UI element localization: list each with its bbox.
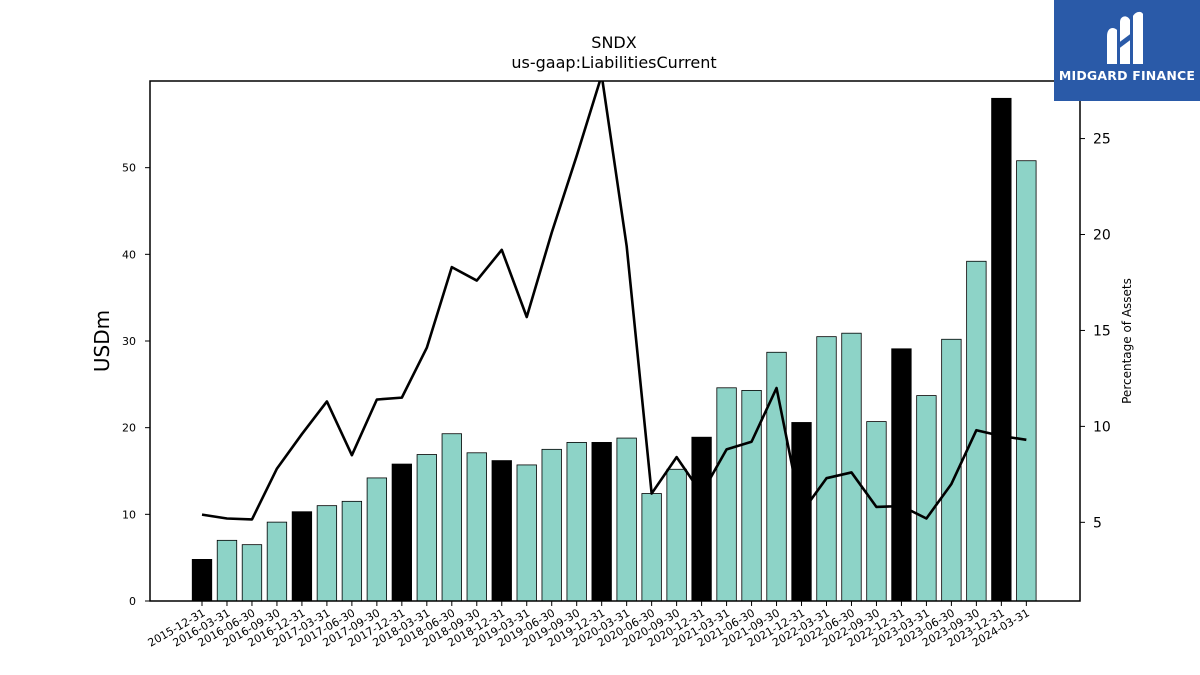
bar-2016-06-30	[241, 544, 263, 602]
y-tick-label-40: 40	[122, 248, 136, 261]
bar-2024-03-31	[1016, 160, 1037, 602]
bar-2022-09-30	[866, 421, 887, 602]
brand-logo: MIDGARD FINANCE	[1054, 0, 1200, 101]
y-tick-label-30: 30	[122, 335, 136, 348]
bar-2020-09-30	[666, 468, 687, 602]
y-tick-label-0: 0	[129, 595, 136, 608]
bar-2016-09-30	[266, 521, 288, 602]
bar-2019-12-31	[591, 441, 612, 602]
bar-2016-03-31	[216, 539, 238, 602]
y2-tick-label-5: 5	[1093, 515, 1102, 531]
chart-title: SNDX	[591, 33, 636, 52]
bar-2018-09-30	[466, 452, 487, 602]
bar-2018-12-31	[491, 460, 512, 602]
y2-tick-label-15: 15	[1093, 323, 1111, 339]
bars-group	[191, 97, 1037, 602]
y-axis-label: USDm	[90, 310, 114, 372]
bar-2022-06-30	[841, 332, 862, 602]
y-tick-label-50: 50	[122, 162, 136, 175]
y2-axis-label: Percentage of Assets	[1120, 278, 1134, 404]
chart-subtitle: us-gaap:LiabilitiesCurrent	[511, 53, 716, 72]
bar-2023-12-31	[991, 97, 1012, 602]
bar-2017-09-30	[366, 477, 388, 602]
bar-2020-03-31	[616, 437, 637, 602]
bar-2017-06-30	[341, 500, 363, 602]
bar-2021-06-30	[741, 389, 762, 602]
brand-name: MIDGARD FINANCE	[1058, 68, 1196, 83]
bar-2017-03-31	[316, 505, 338, 602]
left-axis: 0 10 20 30 40 50	[122, 162, 150, 608]
bar-2020-06-30	[641, 493, 662, 602]
bar-2018-06-30	[441, 433, 462, 602]
y-tick-label-20: 20	[122, 422, 136, 435]
bar-2021-03-31	[716, 387, 737, 602]
y2-tick-label-20: 20	[1093, 228, 1111, 244]
percentage-of-assets-line	[201, 81, 1027, 521]
y-tick-label-10: 10	[122, 508, 136, 521]
bar-2022-12-31	[891, 348, 912, 602]
bar-2016-12-31	[291, 511, 313, 602]
bar-2017-12-31	[391, 463, 412, 602]
bar-2018-03-31	[416, 454, 437, 602]
midgard-logo-icon	[1107, 11, 1143, 64]
x-axis: 2015-12-312016-03-312016-06-302016-09-30…	[146, 601, 1032, 650]
y2-tick-label-25: 25	[1093, 132, 1111, 148]
bar-2019-09-30	[566, 441, 587, 602]
right-axis: 5 10 15 20 25	[1080, 132, 1111, 531]
bar-2020-12-31	[691, 436, 712, 602]
y2-tick-label-10: 10	[1093, 419, 1111, 435]
line-group	[201, 81, 1027, 521]
bar-2015-12-31	[191, 559, 213, 602]
bar-2019-03-31	[516, 464, 537, 602]
bar-2023-03-31	[916, 395, 937, 602]
bar-2019-06-30	[541, 448, 562, 602]
bar-2022-03-31	[816, 336, 837, 602]
